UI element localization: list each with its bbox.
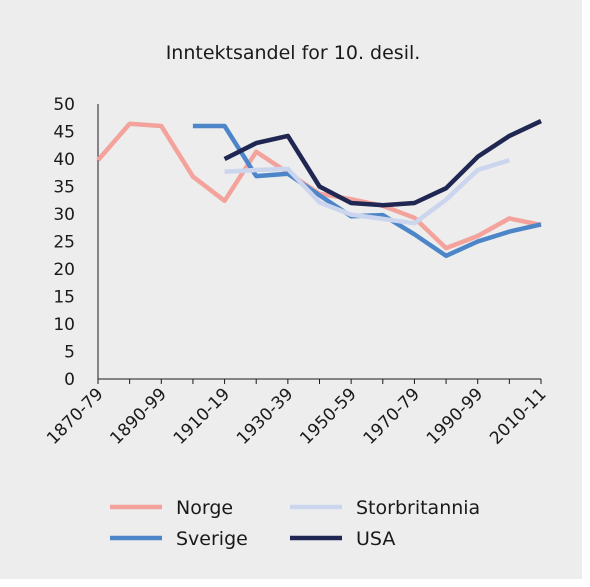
legend-item-norge: Norge [110,497,233,519]
legend-label: Norge [176,497,233,519]
legend: Norge Storbritannia Sverige USA [110,497,480,550]
x-tick-label: 1970-79 [360,384,424,448]
y-tick-label: 15 [53,288,75,308]
chart-title: Inntektsandel for 10. desil. [166,42,421,64]
y-tick-label: 35 [53,178,75,198]
legend-label: USA [356,528,395,550]
x-tick-label: 1910-19 [170,384,234,448]
x-tick-label: 1870-79 [43,384,107,448]
x-tick-label: 1890-99 [106,384,170,448]
x-tick-label: 1930-39 [233,384,297,448]
x-axis: 1870-791890-991910-191930-391950-591970-… [43,378,551,449]
series-line-storbritannia [224,157,511,226]
legend-item-storbritannia: Storbritannia [290,497,480,519]
y-tick-label: 5 [64,343,75,363]
legend-item-usa: USA [290,528,395,550]
y-tick-label: 50 [53,95,75,115]
legend-label: Storbritannia [356,497,480,519]
line-chart: Inntektsandel for 10. desil. 0 5 10 15 20 25 3… [43,42,551,550]
series-line-usa [223,119,542,208]
y-tick-label: 0 [64,370,75,390]
x-tick-label: 2010-11 [486,384,550,448]
y-tick-label: 10 [53,315,75,335]
legend-label: Sverige [176,528,248,550]
y-tick-label: 30 [53,205,75,225]
y-tick-label: 40 [53,150,75,170]
x-tick-label: 1990-99 [423,384,487,448]
y-tick-label: 20 [53,260,75,280]
chart-panel: Inntektsandel for 10. desil. 0 5 10 15 20 25 3… [0,0,582,579]
x-tick-label: 1950-59 [296,384,360,448]
y-tick-label: 45 [53,123,75,143]
legend-item-sverige: Sverige [110,528,248,550]
series-lines [96,119,542,259]
y-tick-label: 25 [53,233,75,253]
y-axis: 0 5 10 15 20 25 30 35 40 45 50 [53,95,99,390]
series-line-sverige [192,123,542,259]
